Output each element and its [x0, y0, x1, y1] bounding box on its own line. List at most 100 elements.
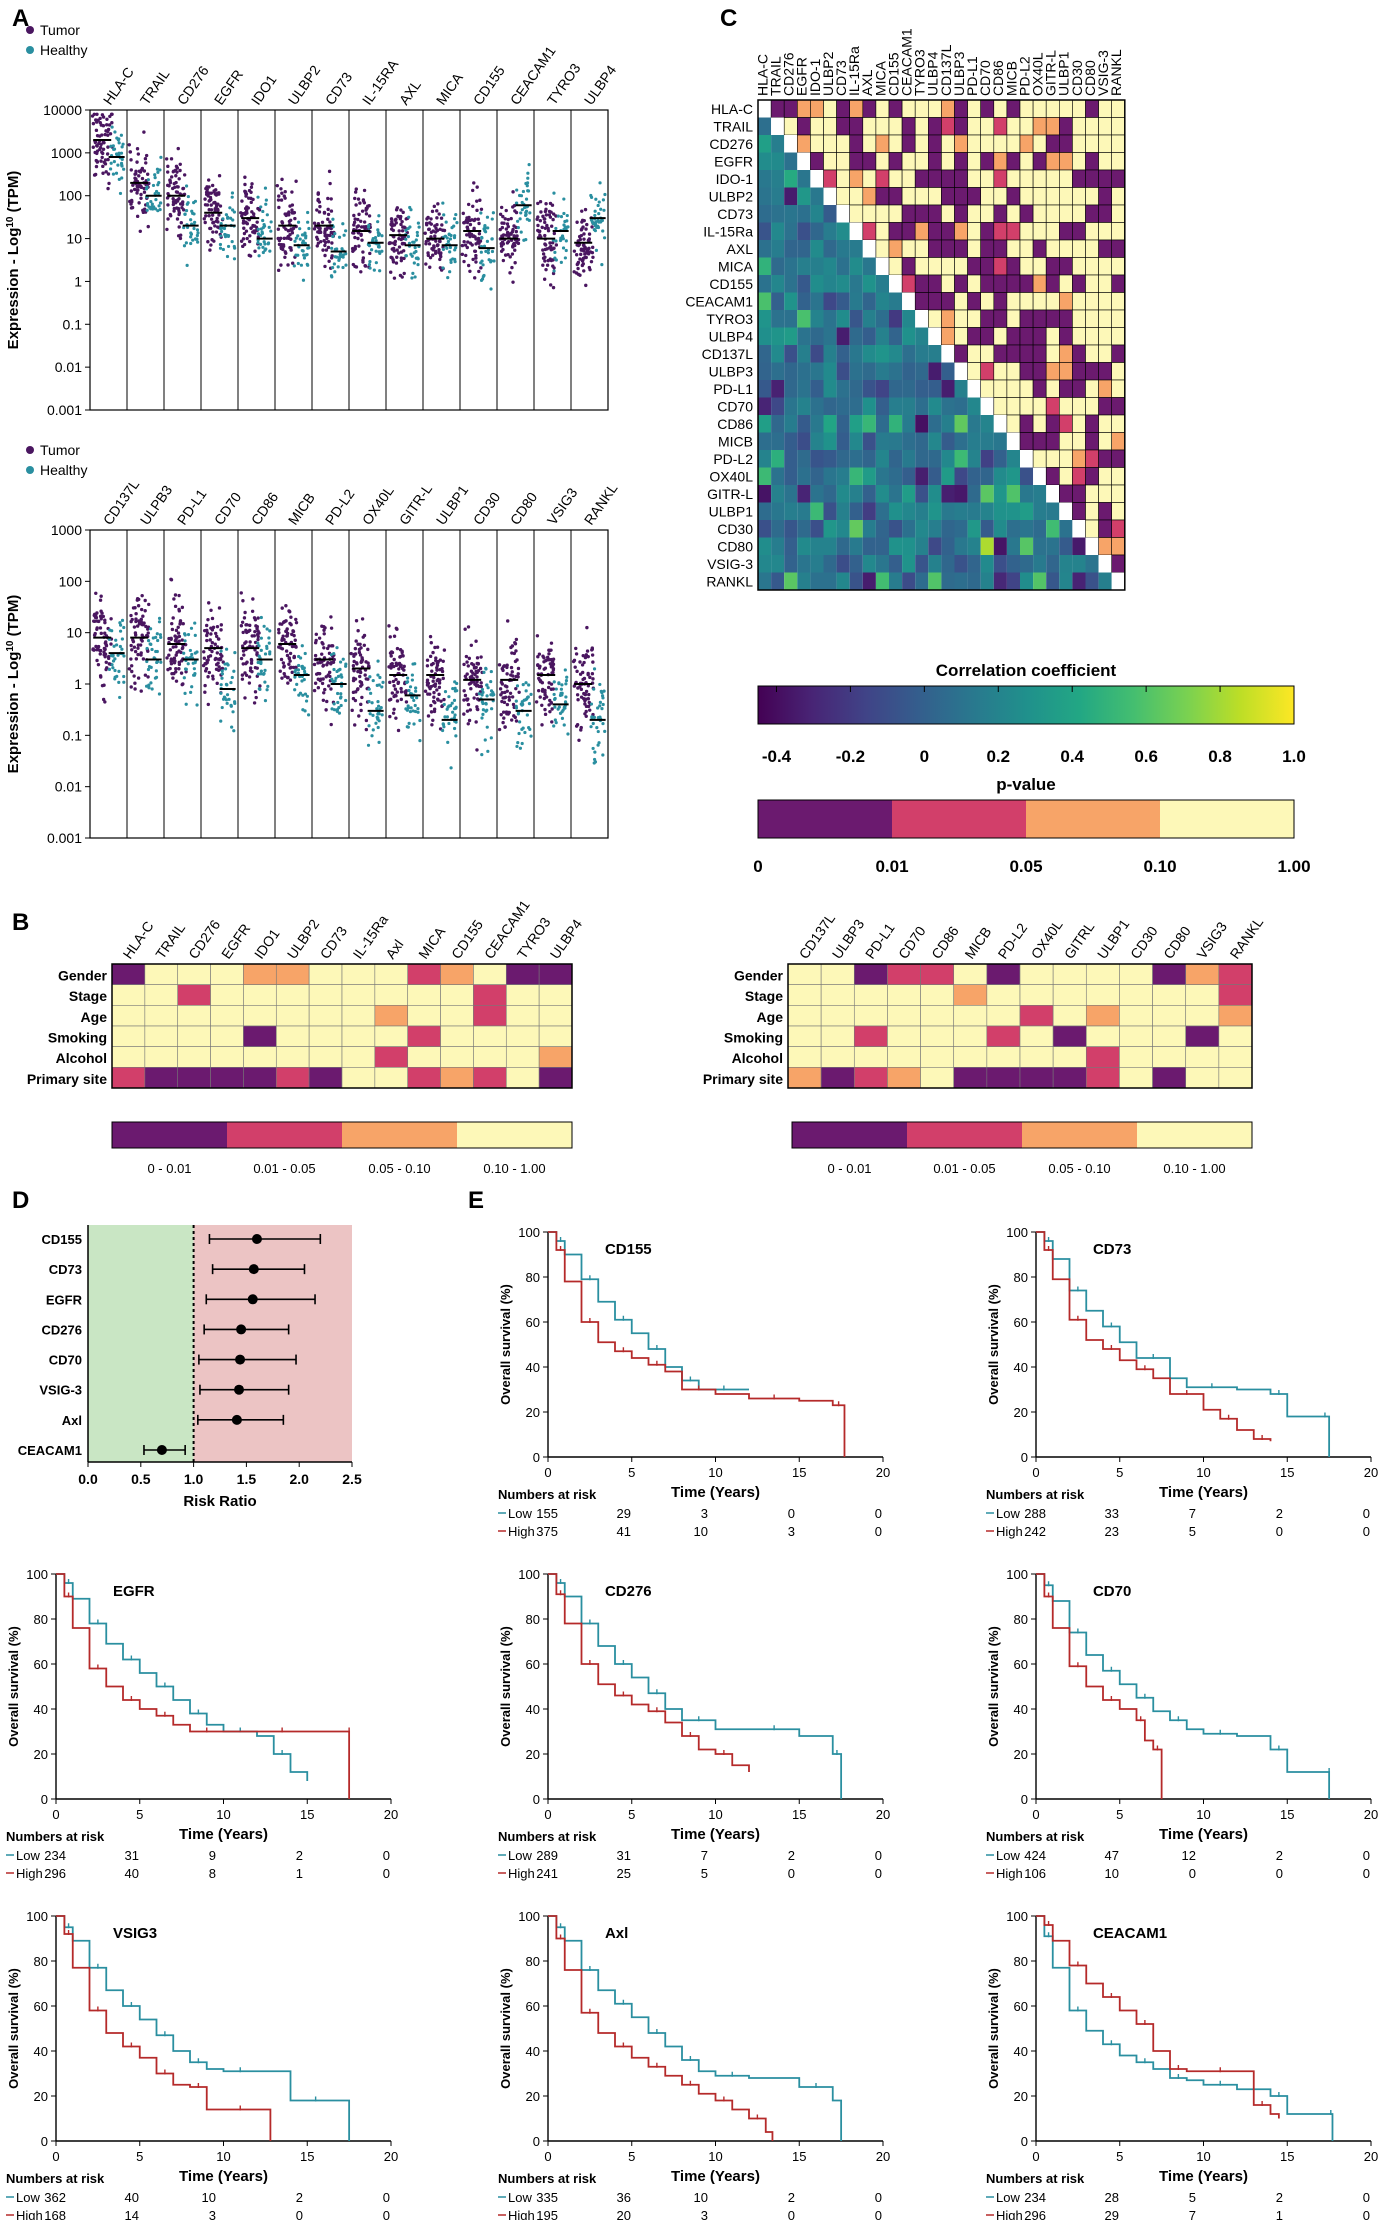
heatmap-cell — [1111, 117, 1126, 136]
heatmap-cell — [784, 222, 798, 240]
tumor-dot — [388, 241, 392, 245]
heatmap-cell — [1111, 204, 1126, 223]
y-tick-label: 60 — [1014, 1999, 1028, 2014]
healthy-dot — [376, 659, 380, 663]
heatmap-cell — [954, 397, 968, 415]
y-tick-label: 100 — [518, 1909, 540, 1924]
heatmap-cell — [875, 222, 890, 241]
y-tick-label: 40 — [526, 1360, 540, 1375]
heatmap-cell — [836, 275, 850, 293]
heatmap-cell — [1072, 520, 1086, 538]
tumor-dot — [170, 621, 174, 626]
heatmap-cell — [1006, 169, 1021, 188]
tumor-dot — [400, 229, 405, 233]
heatmap-cell — [1006, 204, 1021, 223]
tumor-dot — [391, 711, 396, 715]
healthy-dot — [224, 213, 229, 217]
healthy-dot — [263, 242, 267, 246]
tumor-dot — [290, 261, 295, 265]
tumor-dot — [174, 667, 178, 671]
tumor-dot — [479, 207, 484, 212]
heatmap-cell — [914, 169, 929, 188]
healthy-dot — [266, 241, 271, 245]
tumor-dot — [354, 187, 358, 191]
tumor-dot — [329, 722, 333, 727]
tumor-dot — [147, 602, 151, 607]
healthy-dot — [418, 718, 422, 723]
heatmap-cell — [862, 152, 877, 171]
row-label: MICA — [718, 259, 754, 275]
tumor-dot — [576, 698, 580, 702]
healthy-dot — [515, 201, 519, 205]
healthy-dot — [452, 698, 457, 703]
risk-high-count: 14 — [125, 2208, 139, 2220]
row-label: Alcohol — [56, 1050, 107, 1066]
heatmap-cell — [1045, 169, 1060, 188]
tumor-dot — [330, 241, 334, 245]
heatmap-cell — [1019, 344, 1034, 363]
tumor-dot — [432, 683, 436, 688]
heatmap-cell — [1085, 169, 1099, 188]
tumor-dot — [513, 261, 517, 265]
healthy-dot — [192, 212, 196, 216]
tumor-dot — [353, 190, 358, 194]
heatmap-frame — [757, 99, 1126, 591]
healthy-dot — [118, 695, 122, 700]
tumor-dot — [437, 692, 441, 697]
healthy-dot — [301, 693, 305, 697]
healthy-dot — [188, 648, 192, 653]
tumor-dot — [146, 649, 150, 653]
heatmap-cell — [915, 485, 929, 503]
category-label: EGFR — [211, 67, 246, 108]
tumor-dot — [354, 639, 358, 643]
heatmap-cell — [810, 555, 824, 573]
healthy-dot — [596, 743, 600, 747]
heatmap-cell — [993, 555, 1007, 573]
heatmap-cell — [308, 1025, 343, 1047]
tumor-dot — [210, 649, 214, 654]
heatmap-cell — [1072, 309, 1086, 328]
tumor-dot — [130, 617, 134, 622]
heatmap-cell — [758, 485, 772, 503]
heatmap-cell — [967, 432, 981, 450]
x-tick-label: 20 — [876, 2149, 890, 2164]
tumor-dot — [312, 227, 317, 231]
heatmap-cell — [889, 292, 903, 310]
tumor-dot — [214, 230, 219, 234]
heatmap-cell — [862, 257, 876, 275]
healthy-dot — [528, 727, 532, 731]
heatmap-cell — [797, 327, 811, 345]
heatmap-cell — [889, 537, 903, 555]
heatmap-cell — [887, 963, 921, 985]
tumor-dot — [92, 112, 96, 116]
tumor-dot — [429, 641, 433, 645]
row-label: Stage — [69, 988, 107, 1004]
healthy-dot — [154, 669, 158, 673]
healthy-dot — [117, 177, 121, 181]
healthy-dot — [413, 246, 417, 250]
row-label: VSIG-3 — [39, 1383, 82, 1398]
healthy-dot — [264, 247, 268, 251]
tumor-dot — [165, 656, 169, 660]
heatmap-cell — [1032, 344, 1047, 363]
y-axis-label-unit: (TPM) — [5, 171, 22, 217]
healthy-dot — [156, 209, 160, 213]
tumor-dot — [292, 655, 296, 660]
row-label: Age — [81, 1009, 108, 1025]
healthy-dot — [415, 696, 419, 700]
healthy-dot — [192, 226, 196, 231]
tumor-dot — [389, 654, 393, 658]
heatmap-cell — [980, 274, 995, 293]
heatmap-cell — [993, 134, 1008, 153]
tumor-dot — [277, 205, 281, 210]
heatmap-cell — [771, 240, 785, 258]
heatmap-cell — [980, 169, 995, 188]
heatmap-cell — [1019, 1067, 1054, 1089]
heatmap-cell — [1059, 362, 1073, 381]
tumor-dot — [256, 634, 260, 639]
tumor-dot — [426, 215, 430, 220]
heatmap-cell — [796, 117, 811, 136]
tumor-dot — [216, 202, 220, 206]
x-tick-label: 15 — [792, 1807, 806, 1822]
